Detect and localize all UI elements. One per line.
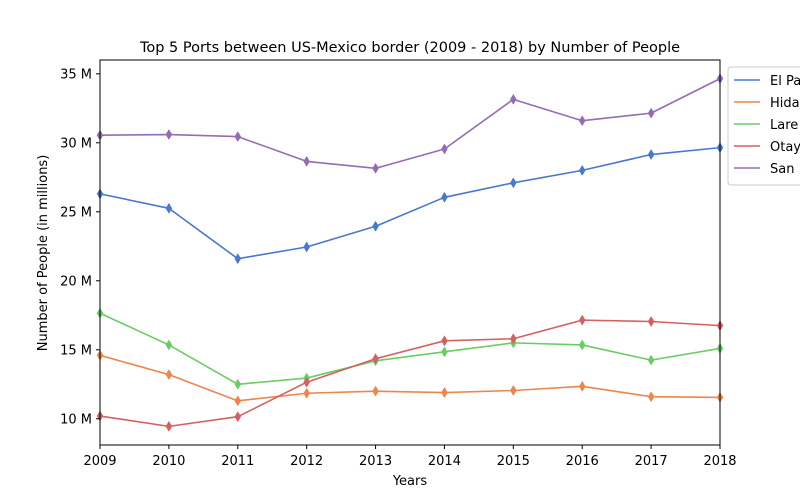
data-point [165, 339, 173, 351]
data-point [372, 353, 379, 365]
series-line-0 [99, 146, 721, 260]
data-point [303, 376, 310, 388]
data-point [647, 107, 655, 119]
y-axis-label: Number of People (in millions) [36, 155, 51, 352]
legend-box [727, 66, 800, 186]
x-tick-label: 2017 [635, 454, 668, 469]
data-point [510, 93, 517, 105]
data-point [303, 387, 310, 399]
x-tick-label: 2016 [566, 454, 599, 469]
data-point [441, 335, 448, 347]
x-tick-label: 2018 [703, 454, 736, 469]
y-tick-label: 20 M [60, 274, 92, 289]
data-point [441, 346, 448, 358]
data-point [234, 378, 242, 390]
data-point [578, 339, 586, 351]
data-point [372, 162, 379, 174]
data-point [578, 115, 586, 127]
data-point [165, 420, 173, 432]
x-tick-label: 2013 [359, 454, 392, 469]
legend-entry: Otay [770, 140, 800, 155]
x-tick-label: 2009 [83, 454, 116, 469]
data-point [165, 369, 173, 381]
legend-entry: San [770, 162, 794, 177]
data-point [510, 385, 517, 396]
data-point [647, 149, 655, 161]
data-point [647, 354, 655, 366]
data-point [372, 385, 379, 397]
plot-frame [99, 59, 721, 446]
y-tick-label: 15 M [60, 343, 92, 358]
x-tick-label: 2015 [497, 454, 530, 469]
data-point [303, 155, 310, 167]
data-point [234, 395, 242, 407]
data-point [234, 253, 242, 265]
series-line-4 [99, 77, 721, 170]
data-point [165, 129, 173, 141]
x-axis: 2009 2010 2011 2012 2013 2014 2015 2016 2017 2018 [83, 445, 737, 469]
data-point [234, 411, 242, 423]
legend-entry: Hida [770, 96, 800, 111]
legend-entry: El Pa [770, 74, 800, 89]
data-point [578, 380, 586, 392]
data-point [578, 314, 586, 326]
y-tick-label: 35 M [60, 67, 92, 82]
x-tick-label: 2014 [428, 454, 461, 469]
y-tick-label: 25 M [60, 205, 92, 220]
x-tick-label: 2010 [152, 454, 185, 469]
x-axis-label: Years [392, 474, 428, 489]
legend-entry: Lare [770, 118, 798, 133]
data-point [578, 164, 586, 176]
y-tick-label: 30 M [60, 136, 92, 151]
y-tick-label: 10 M [60, 412, 92, 427]
data-point [303, 241, 310, 253]
data-point [234, 131, 242, 143]
legend: El Pa Hida Lare Otay San [727, 66, 800, 186]
x-tick-label: 2011 [221, 454, 254, 469]
x-tick-label: 2012 [290, 454, 323, 469]
data-point [510, 333, 517, 345]
y-axis: 10 M 15 M 20 M 25 M 30 M 35 M [60, 67, 100, 427]
data-point [510, 177, 517, 189]
data-point [441, 191, 448, 203]
data-point [165, 202, 173, 214]
chart-title: Top 5 Ports between US-Mexico border (20… [139, 40, 680, 56]
data-point [372, 220, 379, 232]
series-line-1 [99, 354, 721, 402]
data-point [441, 387, 448, 399]
plot-area [96, 59, 724, 446]
series-line-2 [99, 312, 721, 386]
data-point [647, 391, 655, 403]
data-point [647, 316, 655, 327]
data-point [441, 143, 448, 155]
series-line-3 [99, 319, 721, 428]
